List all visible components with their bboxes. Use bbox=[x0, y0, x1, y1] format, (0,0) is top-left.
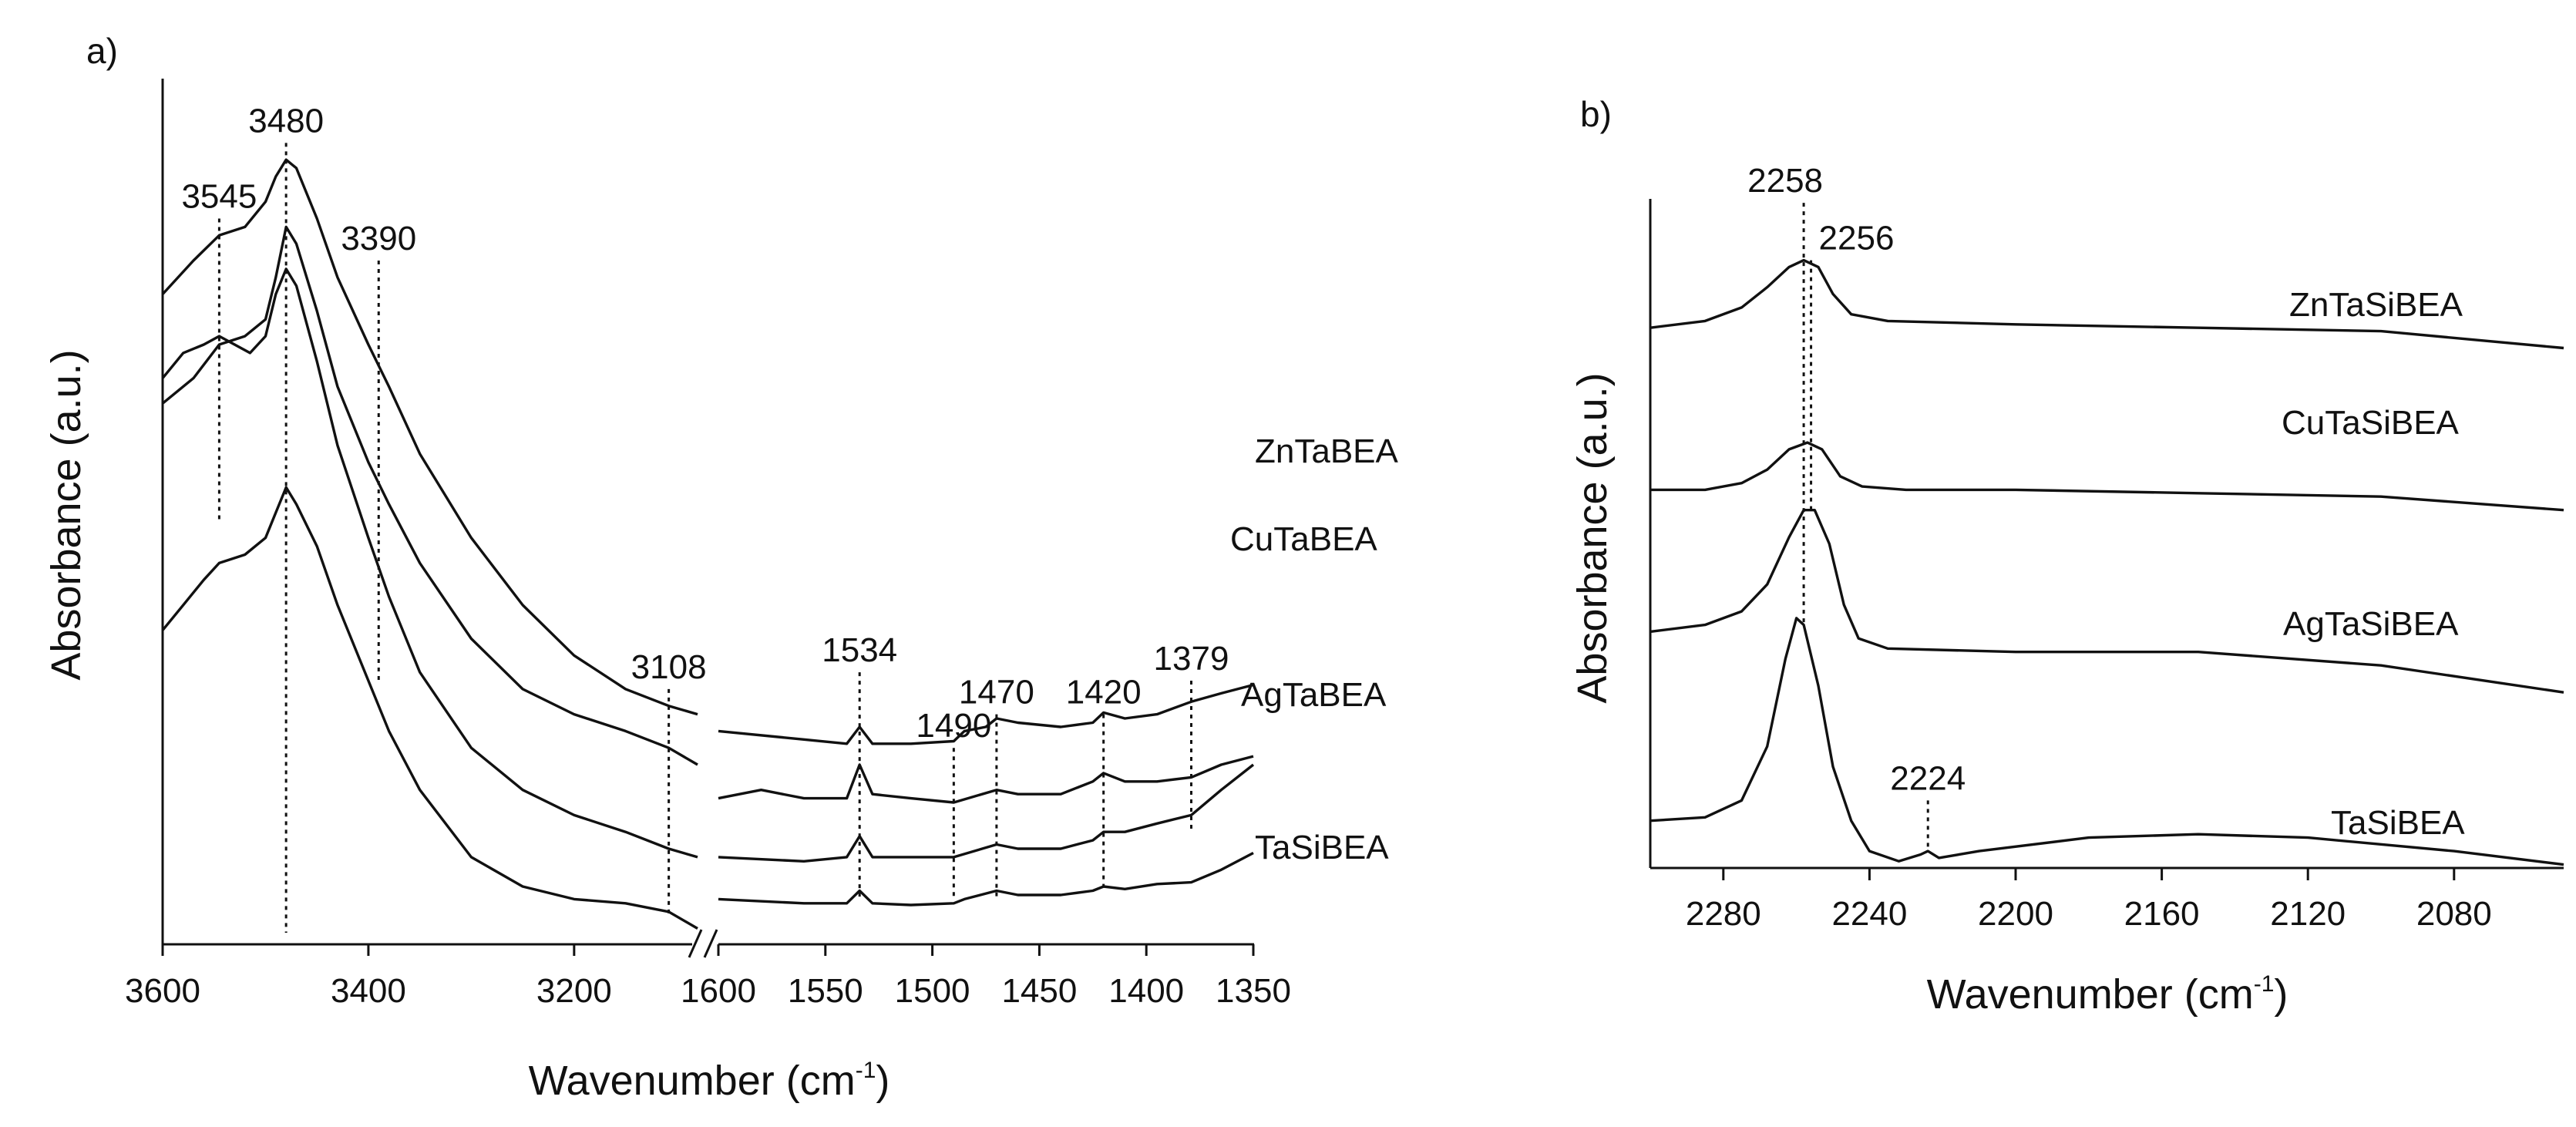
peak-label-3545: 3545 bbox=[181, 178, 257, 216]
series-label-agtasibea: AgTaSiBEA bbox=[2283, 605, 2459, 643]
panel-b-x-axis-title: Wavenumber (cm-1) bbox=[1927, 971, 2288, 1018]
series-zntabea-high bbox=[161, 158, 698, 716]
series-cutasibea bbox=[1650, 441, 2564, 512]
peak-label-1379: 1379 bbox=[1154, 640, 1229, 678]
peak-label-2258: 2258 bbox=[1747, 162, 1823, 200]
panel-b-x-title-sup: -1 bbox=[2254, 971, 2275, 997]
x-tick-label-2280: 2280 bbox=[1686, 895, 1761, 933]
x-tick-label-1550: 1550 bbox=[788, 972, 863, 1010]
series-tasibea-high bbox=[161, 486, 698, 930]
series-cutabea-high bbox=[161, 225, 698, 766]
peak-label-1534: 1534 bbox=[822, 631, 897, 669]
x-tick-label-3200: 3200 bbox=[536, 972, 612, 1010]
peak-label-3108: 3108 bbox=[631, 648, 707, 686]
x-tick-label-2160: 2160 bbox=[2124, 895, 2200, 933]
series-agtasibea bbox=[1650, 509, 2564, 694]
panel-a-x-title-prefix: Wavenumber (cm bbox=[529, 1058, 856, 1104]
series-label-cutabea: CuTaBEA bbox=[1230, 520, 1377, 558]
x-tick-label-3600: 3600 bbox=[125, 972, 200, 1010]
series-label-zntasibea: ZnTaSiBEA bbox=[2289, 286, 2463, 324]
series-agtabea-high bbox=[161, 267, 698, 859]
x-tick-label-1450: 1450 bbox=[1001, 972, 1077, 1010]
peak-label-3480: 3480 bbox=[248, 102, 324, 140]
series-tasibea-low bbox=[718, 851, 1254, 907]
peak-label-1490: 1490 bbox=[916, 707, 991, 745]
x-tick-label-1350: 1350 bbox=[1216, 972, 1291, 1010]
x-tick-label-1600: 1600 bbox=[681, 972, 756, 1010]
series-tasibea bbox=[1650, 617, 2564, 866]
axis-break-mark-2 bbox=[703, 929, 718, 958]
peak-label-1420: 1420 bbox=[1066, 674, 1142, 712]
x-tick-label-3400: 3400 bbox=[331, 972, 406, 1010]
x-tick-label-2080: 2080 bbox=[2416, 895, 2492, 933]
x-tick-label-1500: 1500 bbox=[895, 972, 970, 1010]
panel-b-x-title-prefix: Wavenumber (cm bbox=[1927, 971, 2254, 1018]
x-tick-label-2120: 2120 bbox=[2270, 895, 2346, 933]
panel-a-ticks: 3600 3400 3200 1600 1550 1500 1450 1400 1350 bbox=[125, 944, 1291, 1010]
panel-a-series bbox=[161, 158, 1255, 930]
panel-a-y-axis-title: Absorbance (a.u.) bbox=[43, 349, 89, 680]
x-tick-label-2240: 2240 bbox=[1831, 895, 1907, 933]
peak-label-1470: 1470 bbox=[959, 674, 1034, 712]
panel-b-letter: b) bbox=[1580, 94, 1612, 134]
series-zntasibea bbox=[1650, 258, 2564, 350]
panel-a-chart: a) 3600 3400 3200 1600 1550 1500 1450 1400 1350 … bbox=[43, 31, 1399, 1104]
series-label-cutasibea: CuTaSiBEA bbox=[2282, 404, 2460, 442]
panel-a-x-title-sup: -1 bbox=[856, 1058, 876, 1083]
panel-b-chart: b) 2280 2240 2200 2160 2120 2080 2258 2256 2224… bbox=[1569, 94, 2564, 1018]
peak-label-2256: 2256 bbox=[1819, 220, 1895, 257]
panel-b-series bbox=[1650, 258, 2564, 866]
x-tick-label-1400: 1400 bbox=[1108, 972, 1184, 1010]
panel-b-annotations: 2258 2256 2224 bbox=[1747, 162, 1966, 852]
panel-b-y-axis-title: Absorbance (a.u.) bbox=[1569, 372, 1616, 703]
series-cutabea-low bbox=[718, 755, 1254, 804]
panel-b-x-title-suffix: ) bbox=[2274, 971, 2288, 1018]
x-tick-label-2200: 2200 bbox=[1978, 895, 2053, 933]
panel-a-x-title-suffix: ) bbox=[876, 1058, 889, 1104]
panel-a-x-axis-title: Wavenumber (cm-1) bbox=[529, 1058, 890, 1104]
series-label-zntabea: ZnTaBEA bbox=[1255, 432, 1399, 470]
series-label-agtabea: AgTaBEA bbox=[1241, 676, 1387, 714]
panel-b-ticks: 2280 2240 2200 2160 2120 2080 bbox=[1686, 868, 2492, 933]
panel-a-letter: a) bbox=[86, 31, 118, 71]
peak-label-2224: 2224 bbox=[1890, 759, 1966, 797]
series-label-tasibea-a: TaSiBEA bbox=[1255, 829, 1389, 866]
axis-break-mark-1 bbox=[688, 929, 703, 958]
peak-label-3390: 3390 bbox=[341, 220, 416, 257]
series-agtabea-low bbox=[718, 763, 1255, 863]
series-label-tasibea-b: TaSiBEA bbox=[2331, 804, 2465, 842]
